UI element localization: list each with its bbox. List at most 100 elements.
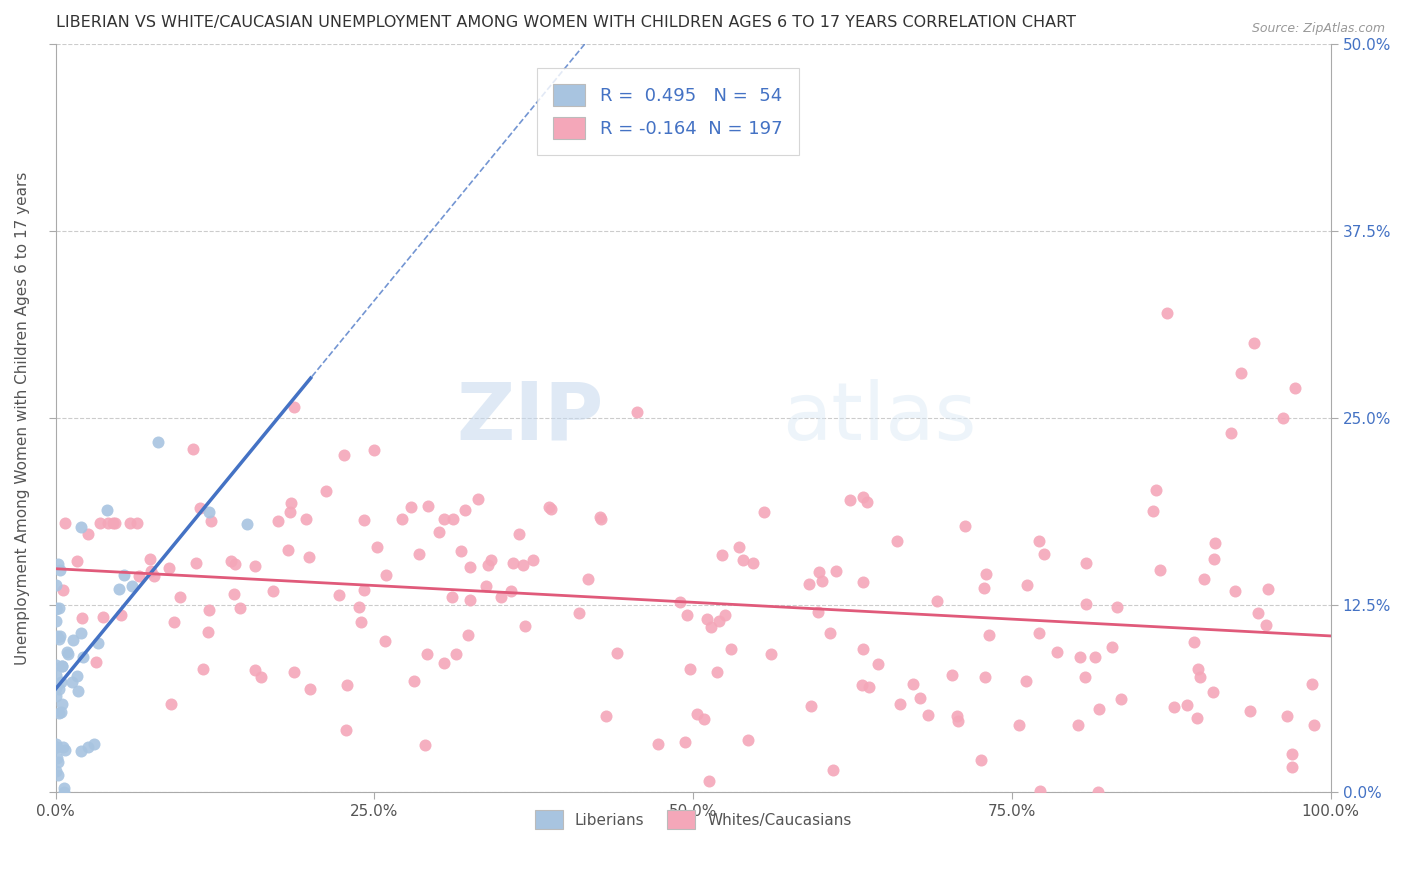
Point	[427, 524, 450, 539]
Point	[1220, 425, 1243, 440]
Point	[1257, 582, 1279, 596]
Point	[1084, 649, 1107, 664]
Point	[1223, 583, 1246, 598]
Point	[1074, 556, 1097, 570]
Point	[70, 743, 93, 757]
Point	[52, 740, 75, 755]
Point	[45, 740, 67, 755]
Point	[1033, 547, 1056, 561]
Point	[46, 558, 69, 572]
Point	[668, 595, 690, 609]
Point	[363, 443, 385, 458]
Point	[169, 590, 191, 604]
Point	[1202, 551, 1225, 566]
Point	[197, 603, 219, 617]
Point	[45, 764, 67, 778]
Point	[820, 626, 842, 640]
Point	[89, 516, 111, 530]
Point	[48, 706, 70, 721]
Point	[51, 659, 73, 673]
Point	[51, 697, 73, 711]
Point	[1281, 760, 1303, 774]
Point	[1008, 718, 1031, 732]
Point	[1087, 702, 1109, 716]
Point	[125, 516, 148, 530]
Point	[1105, 600, 1128, 615]
Point	[283, 400, 305, 414]
Point	[48, 632, 70, 647]
Point	[84, 655, 107, 669]
Point	[1142, 504, 1164, 518]
Point	[56, 645, 79, 659]
Point	[925, 594, 948, 608]
Point	[508, 527, 530, 541]
Point	[522, 553, 544, 567]
Point	[1101, 640, 1123, 655]
Point	[229, 600, 252, 615]
Point	[418, 499, 440, 513]
Point	[146, 434, 169, 449]
Point	[720, 642, 742, 657]
Point	[48, 563, 70, 577]
Point	[970, 753, 993, 767]
Point	[886, 534, 908, 549]
Point	[353, 582, 375, 597]
Point	[45, 668, 67, 682]
Point	[450, 544, 472, 558]
Point	[283, 665, 305, 679]
Point	[1144, 483, 1167, 498]
Point	[190, 500, 212, 515]
Point	[446, 647, 468, 661]
Point	[48, 601, 70, 615]
Point	[299, 682, 322, 697]
Point	[1175, 698, 1198, 713]
Point	[433, 512, 456, 526]
Point	[711, 548, 734, 562]
Point	[1156, 306, 1178, 320]
Point	[1185, 711, 1208, 725]
Point	[159, 698, 181, 712]
Point	[353, 513, 375, 527]
Point	[889, 697, 911, 711]
Point	[1243, 336, 1265, 351]
Point	[1271, 410, 1294, 425]
Point	[589, 510, 612, 524]
Point	[467, 491, 489, 506]
Point	[181, 442, 204, 456]
Point	[852, 642, 875, 657]
Point	[1028, 533, 1050, 548]
Point	[1182, 635, 1205, 649]
Point	[193, 662, 215, 676]
Point	[1187, 662, 1209, 676]
Point	[70, 626, 93, 640]
Point	[413, 738, 436, 752]
Point	[1074, 670, 1097, 684]
Point	[733, 552, 755, 566]
Point	[973, 581, 995, 595]
Point	[328, 588, 350, 602]
Point	[62, 632, 84, 647]
Point	[953, 518, 976, 533]
Point	[1202, 685, 1225, 699]
Point	[83, 737, 105, 751]
Point	[294, 511, 316, 525]
Point	[540, 501, 562, 516]
Point	[66, 668, 89, 682]
Point	[51, 659, 73, 673]
Point	[224, 558, 246, 572]
Point	[45, 602, 67, 616]
Point	[1188, 670, 1211, 684]
Point	[67, 683, 90, 698]
Point	[727, 541, 749, 555]
Point	[336, 678, 359, 692]
Point	[800, 699, 823, 714]
Point	[163, 615, 186, 629]
Point	[1149, 563, 1171, 577]
Point	[70, 610, 93, 624]
Point	[948, 714, 970, 728]
Point	[366, 541, 388, 555]
Point	[595, 709, 617, 723]
Point	[45, 681, 67, 695]
Point	[1015, 673, 1038, 688]
Point	[60, 675, 83, 690]
